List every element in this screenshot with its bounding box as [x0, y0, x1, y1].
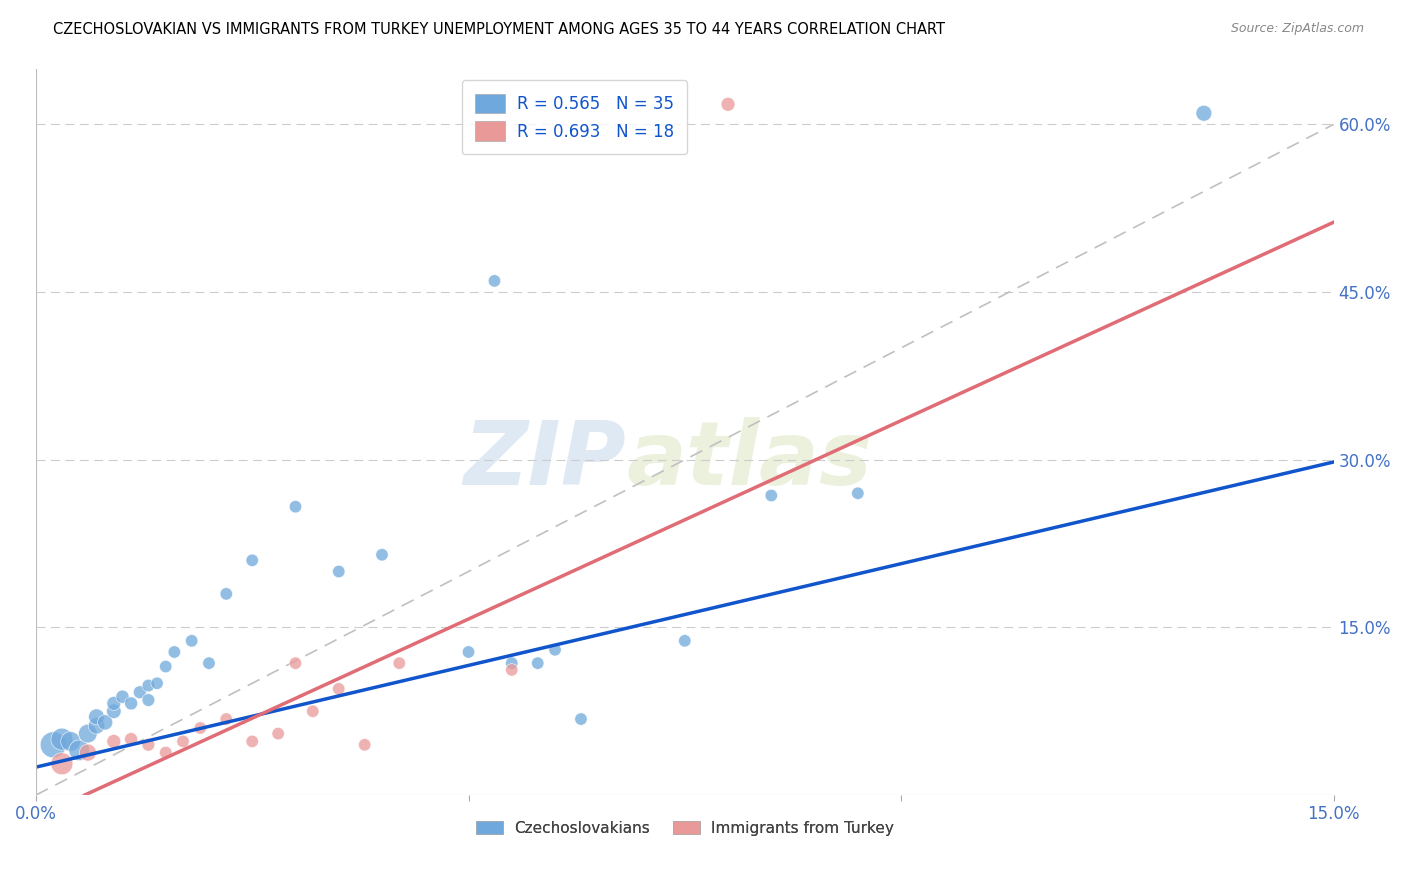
- Point: [198, 656, 221, 670]
- Point: [301, 704, 323, 718]
- Point: [94, 715, 117, 730]
- Text: ZIP: ZIP: [464, 417, 627, 504]
- Point: [569, 712, 592, 726]
- Point: [172, 734, 194, 748]
- Point: [1192, 106, 1215, 120]
- Point: [42, 738, 65, 752]
- Text: atlas: atlas: [627, 417, 872, 504]
- Point: [155, 746, 177, 760]
- Point: [103, 734, 125, 748]
- Point: [267, 726, 290, 740]
- Text: Source: ZipAtlas.com: Source: ZipAtlas.com: [1230, 22, 1364, 36]
- Point: [67, 743, 90, 757]
- Point: [180, 633, 202, 648]
- Point: [86, 710, 108, 724]
- Point: [215, 712, 238, 726]
- Point: [353, 738, 375, 752]
- Point: [51, 756, 73, 771]
- Point: [138, 693, 160, 707]
- Point: [120, 732, 142, 747]
- Point: [59, 734, 82, 748]
- Point: [76, 726, 98, 740]
- Point: [371, 548, 394, 562]
- Point: [155, 659, 177, 673]
- Point: [673, 633, 696, 648]
- Point: [138, 738, 160, 752]
- Point: [328, 681, 350, 696]
- Legend: Czechoslovakians, Immigrants from Turkey: Czechoslovakians, Immigrants from Turkey: [470, 814, 900, 842]
- Point: [146, 676, 169, 690]
- Point: [457, 645, 479, 659]
- Point: [103, 697, 125, 711]
- Point: [103, 704, 125, 718]
- Point: [328, 565, 350, 579]
- Point: [846, 486, 869, 500]
- Point: [501, 663, 523, 677]
- Point: [484, 274, 506, 288]
- Point: [138, 679, 160, 693]
- Point: [388, 656, 411, 670]
- Point: [526, 656, 548, 670]
- Point: [717, 97, 740, 112]
- Point: [86, 719, 108, 733]
- Point: [761, 488, 783, 502]
- Point: [544, 642, 567, 657]
- Point: [284, 656, 307, 670]
- Point: [501, 656, 523, 670]
- Point: [215, 587, 238, 601]
- Point: [240, 553, 263, 567]
- Point: [111, 690, 134, 704]
- Point: [240, 734, 263, 748]
- Point: [188, 721, 211, 735]
- Text: CZECHOSLOVAKIAN VS IMMIGRANTS FROM TURKEY UNEMPLOYMENT AMONG AGES 35 TO 44 YEARS: CZECHOSLOVAKIAN VS IMMIGRANTS FROM TURKE…: [53, 22, 945, 37]
- Point: [128, 685, 150, 699]
- Point: [76, 746, 98, 760]
- Point: [163, 645, 186, 659]
- Point: [51, 732, 73, 747]
- Point: [284, 500, 307, 514]
- Point: [120, 697, 142, 711]
